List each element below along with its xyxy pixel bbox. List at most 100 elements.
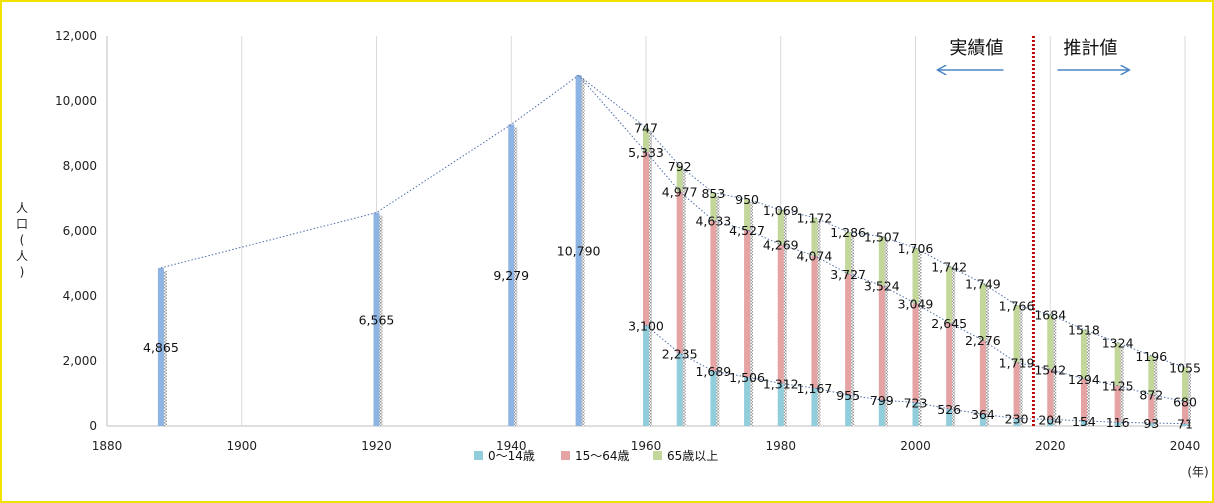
stacked-bar-shadow bbox=[681, 168, 686, 426]
stacked-bar-shadow bbox=[917, 250, 922, 426]
bar-age-0-14 bbox=[1013, 418, 1020, 426]
bar-age-0-14 bbox=[845, 394, 852, 426]
label-age-0-14: 723 bbox=[904, 396, 928, 411]
label-age-0-14: 3,100 bbox=[628, 318, 664, 333]
x-tick-label: 1900 bbox=[226, 439, 257, 453]
y-axis-label-char: 人 bbox=[16, 249, 28, 263]
x-tick-label: 1940 bbox=[496, 439, 527, 453]
legend-swatch bbox=[653, 451, 662, 460]
bar-age-65-plus bbox=[1080, 329, 1087, 379]
y-tick-label: 0 bbox=[89, 419, 97, 433]
x-axis-label: (年) bbox=[1187, 465, 1208, 479]
label-age-65-plus: 1,749 bbox=[965, 276, 1001, 291]
x-tick-label: 1980 bbox=[765, 439, 796, 453]
bar-age-15-64 bbox=[912, 303, 919, 403]
label-age-65-plus: 950 bbox=[735, 192, 759, 207]
label-age-15-64: 1125 bbox=[1102, 379, 1134, 394]
y-axis-label-char: ) bbox=[20, 265, 25, 279]
y-tick-label: 4,000 bbox=[63, 289, 97, 303]
label-age-15-64: 4,633 bbox=[695, 214, 731, 229]
label-age-65-plus: 747 bbox=[634, 121, 658, 136]
label-age-0-14: 116 bbox=[1106, 415, 1130, 430]
label-age-15-64: 4,977 bbox=[662, 185, 698, 200]
label-age-15-64: 2,276 bbox=[965, 333, 1001, 348]
trend-line-total bbox=[645, 127, 1186, 368]
bar-age-65-plus bbox=[912, 247, 919, 304]
label-age-0-14: 1,506 bbox=[729, 370, 765, 385]
y-axis-label-char: 人 bbox=[16, 201, 28, 215]
bar-age-15-64 bbox=[777, 244, 784, 384]
label-age-65-plus: 1,069 bbox=[763, 203, 799, 218]
bar-age-15-64 bbox=[979, 340, 986, 415]
label-age-65-plus: 1196 bbox=[1135, 349, 1167, 364]
bar-age-65-plus bbox=[1047, 314, 1054, 370]
label-age-0-14: 1,689 bbox=[695, 364, 731, 379]
label-age-15-64: 4,269 bbox=[763, 238, 799, 253]
divider bbox=[1031, 36, 1035, 426]
bar-age-65-plus bbox=[1114, 342, 1121, 386]
bar-age-0-14 bbox=[777, 383, 784, 426]
bar-age-0-14 bbox=[912, 402, 919, 426]
label-age-15-64: 1,719 bbox=[999, 356, 1035, 371]
bar-age-65-plus bbox=[777, 209, 784, 245]
data-labels: 4,865 6,565 9,279 10,790 3,100 5,333 747 2,235 4… bbox=[143, 121, 1201, 432]
total-bar bbox=[157, 267, 164, 426]
y-tick-label: 2,000 bbox=[63, 354, 97, 368]
bar-age-0-14 bbox=[744, 377, 751, 426]
label-age-15-64: 872 bbox=[1139, 388, 1163, 403]
y-tick-label: 8,000 bbox=[63, 159, 97, 173]
label-age-65-plus: 1055 bbox=[1169, 360, 1201, 375]
bar-age-65-plus bbox=[1148, 355, 1155, 395]
stacked-bar-shadow bbox=[1153, 358, 1158, 426]
total-bar bbox=[575, 75, 582, 426]
label-age-0-14: 93 bbox=[1143, 416, 1159, 431]
total-bar-shadow bbox=[162, 270, 167, 426]
total-label: 6,565 bbox=[359, 312, 395, 327]
bars bbox=[157, 75, 1191, 427]
bar-age-15-64 bbox=[1148, 394, 1155, 423]
label-age-0-14: 230 bbox=[1005, 412, 1029, 427]
total-label: 10,790 bbox=[557, 244, 601, 259]
bar-age-65-plus bbox=[845, 232, 852, 274]
x-tick-label: 1920 bbox=[361, 439, 392, 453]
legend: 0～14歳 15～64歳 65歳以上 bbox=[474, 449, 718, 463]
bar-age-0-14 bbox=[643, 325, 649, 426]
stacked-bar-shadow bbox=[648, 130, 652, 426]
bar-age-15-64 bbox=[845, 273, 852, 395]
stacked-bar-shadow bbox=[816, 220, 821, 426]
legend-label: 0～14歳 bbox=[488, 449, 535, 463]
label-age-0-14: 799 bbox=[870, 393, 894, 408]
y-tick-label: 12,000 bbox=[55, 29, 97, 43]
label-age-15-64: 680 bbox=[1173, 395, 1197, 410]
trend-line-connector bbox=[578, 74, 647, 153]
bar-age-65-plus bbox=[979, 283, 986, 341]
label-age-15-64: 1542 bbox=[1034, 362, 1066, 377]
y-axis-label-char: 口 bbox=[16, 217, 28, 231]
bar-age-65-plus bbox=[744, 199, 751, 230]
stacked-bar-shadow bbox=[1119, 345, 1124, 426]
bar-age-0-14 bbox=[1080, 420, 1087, 426]
label-age-65-plus: 1324 bbox=[1102, 336, 1134, 351]
stacked-bar-shadow bbox=[1052, 317, 1057, 426]
label-age-65-plus: 1,766 bbox=[999, 298, 1035, 313]
label-age-65-plus: 1,507 bbox=[864, 230, 900, 245]
bar-age-65-plus bbox=[946, 266, 953, 323]
bar-age-0-14 bbox=[979, 414, 986, 426]
bar-age-15-64 bbox=[643, 151, 649, 326]
bar-age-15-64 bbox=[1080, 378, 1087, 421]
bar-age-0-14 bbox=[710, 371, 717, 426]
legend-label: 65歳以上 bbox=[667, 449, 718, 463]
x-tick-label: 1880 bbox=[92, 439, 123, 453]
stacked-bar-shadow bbox=[782, 212, 787, 426]
stacked-bar-shadow bbox=[1018, 308, 1023, 426]
bar-age-15-64 bbox=[811, 255, 818, 389]
bar-age-65-plus bbox=[676, 165, 683, 192]
label-age-65-plus: 1,286 bbox=[830, 225, 866, 240]
bar-age-15-64 bbox=[676, 191, 683, 354]
label-age-15-64: 2,645 bbox=[931, 316, 967, 331]
label-age-65-plus: 792 bbox=[668, 159, 692, 174]
bar-age-65-plus bbox=[643, 127, 649, 152]
stacked-bar-shadow bbox=[715, 195, 720, 426]
x-tick-label: 1960 bbox=[631, 439, 662, 453]
